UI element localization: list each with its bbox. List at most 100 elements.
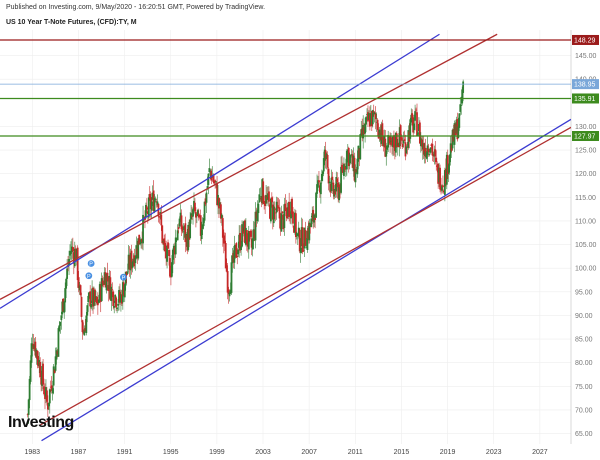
- candle-body: [449, 143, 452, 158]
- candle-body: [130, 250, 133, 269]
- candle-body: [349, 156, 352, 158]
- candle-body: [197, 213, 200, 218]
- candle-body: [445, 154, 448, 185]
- candle-body: [165, 248, 168, 259]
- event-marker[interactable]: [85, 272, 93, 280]
- candle-body: [89, 291, 92, 307]
- candle-body: [194, 202, 196, 212]
- price-tag: [572, 131, 599, 142]
- candle-body: [138, 234, 141, 245]
- candle-body: [357, 145, 360, 162]
- candle-body: [317, 180, 319, 188]
- candle-body: [419, 138, 422, 147]
- candle-body: [179, 212, 182, 222]
- candle-body: [252, 229, 255, 242]
- candle-body: [318, 180, 320, 183]
- y-tick-label: 80.00: [575, 360, 593, 367]
- candle-body: [78, 285, 81, 291]
- candle-body: [244, 227, 247, 245]
- candle-body: [243, 221, 245, 232]
- candle-body: [396, 142, 399, 146]
- x-tick-label: 1987: [71, 449, 87, 456]
- candle-body: [351, 154, 354, 168]
- candle-body: [182, 231, 185, 233]
- event-marker[interactable]: [120, 273, 127, 281]
- candle-body: [405, 146, 408, 154]
- candle-body: [151, 192, 154, 200]
- candle-body: [456, 119, 459, 140]
- candle-body: [34, 341, 37, 356]
- candle-body: [164, 243, 167, 252]
- candle-body: [198, 215, 201, 217]
- price-tag-layer: 148.29 138.95 135.91 127.97: [572, 34, 599, 142]
- candle-body: [407, 130, 410, 148]
- candle-body: [153, 198, 156, 212]
- price-tag: [572, 79, 599, 90]
- candle-body: [71, 246, 74, 252]
- x-tick-label: 2023: [486, 449, 502, 456]
- y-tick-label: 85.00: [575, 337, 593, 344]
- y-tick-label: 65.00: [575, 431, 593, 438]
- candle-body: [393, 144, 396, 151]
- candle-body: [270, 197, 273, 203]
- candle-body: [250, 238, 253, 248]
- channel-line[interactable]: [41, 118, 571, 442]
- x-tick-label: 1991: [117, 449, 133, 456]
- candle-body: [418, 124, 420, 132]
- candle-body: [277, 207, 280, 209]
- candle-body: [350, 154, 353, 156]
- candle-body: [367, 112, 369, 122]
- candle-body: [192, 209, 194, 217]
- x-tick-label: 1995: [163, 449, 179, 456]
- candle-body: [158, 216, 161, 218]
- event-marker[interactable]: [87, 260, 95, 267]
- candle-body: [341, 164, 343, 170]
- channel-line[interactable]: [0, 33, 498, 300]
- candle-body: [238, 234, 241, 248]
- candle-body: [435, 157, 438, 163]
- candle-body: [329, 184, 332, 193]
- candle-body: [305, 247, 308, 249]
- candle-body: [302, 250, 305, 252]
- candle-body: [267, 193, 269, 201]
- candle-body: [103, 272, 106, 284]
- candle-body: [86, 305, 89, 316]
- candle-body: [460, 105, 463, 106]
- candle-body: [278, 207, 281, 219]
- candle-body: [418, 122, 421, 144]
- candle-body: [441, 185, 443, 191]
- candle-body: [368, 113, 370, 120]
- event-marker-label: P: [122, 275, 126, 281]
- y-tick-label: 125.00: [575, 148, 597, 155]
- y-tick-label: 130.00: [575, 124, 597, 131]
- candle-body: [150, 201, 153, 211]
- candle-body: [285, 207, 288, 211]
- candle-body: [59, 321, 62, 326]
- candle-body: [248, 231, 251, 233]
- candle-body: [360, 129, 363, 135]
- channel-line[interactable]: [38, 126, 571, 427]
- candle-body: [207, 173, 210, 185]
- candle-body: [315, 192, 317, 218]
- candle-body: [444, 168, 447, 184]
- candle-body: [342, 169, 344, 174]
- candle-body: [440, 187, 442, 191]
- candle-body: [123, 284, 126, 298]
- candle-body: [58, 325, 61, 332]
- candle-body: [402, 140, 405, 144]
- candle-body: [111, 289, 114, 291]
- candle-body: [409, 119, 412, 139]
- candle-body: [85, 315, 88, 334]
- candle-body: [325, 154, 328, 160]
- candle-body: [397, 142, 400, 148]
- candle-body: [60, 315, 63, 321]
- candle-body: [178, 218, 181, 227]
- candle-body: [69, 250, 71, 256]
- channel-line[interactable]: [0, 33, 440, 309]
- candle-body: [331, 176, 334, 180]
- candle-body: [287, 202, 290, 216]
- candle-body: [93, 290, 95, 306]
- candle-body: [71, 246, 73, 253]
- candle-body: [239, 233, 242, 251]
